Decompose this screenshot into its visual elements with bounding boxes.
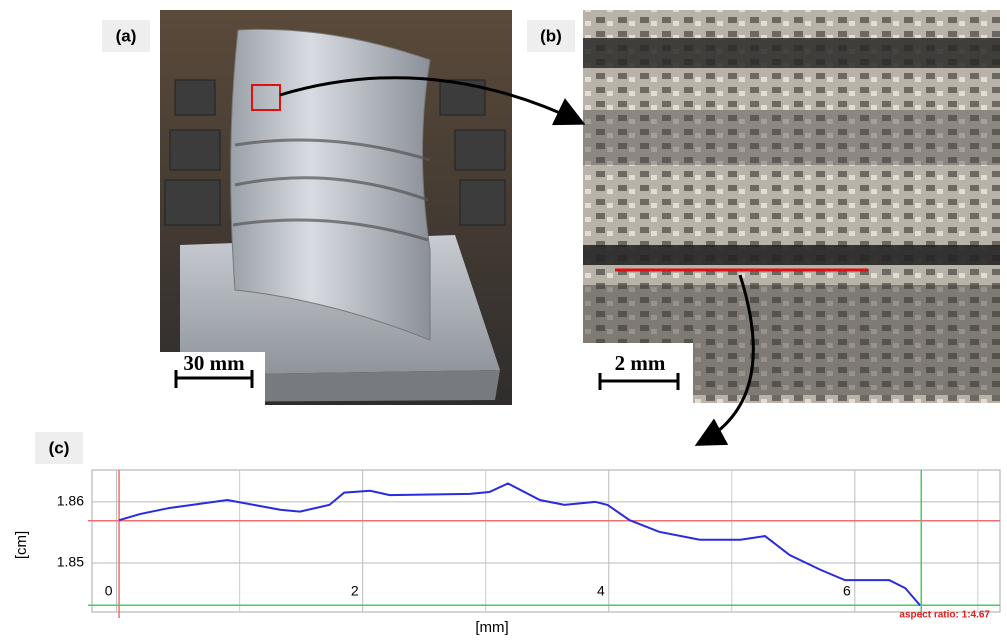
x-tick-label: 4: [597, 583, 605, 599]
label-box: [102, 20, 150, 52]
annotation: aspect ratio: 1:4.67: [899, 610, 990, 621]
label-box: [527, 20, 575, 52]
scale-label: 30 mm: [183, 351, 245, 375]
plot-area: [91, 469, 1001, 613]
profile-line: [118, 482, 921, 606]
profile-chart: 0 2 4 6 1.85 1.86 [mm] [cm] aspect ratio: 1:4.67: [13, 469, 1001, 636]
scale-label: 2 mm: [615, 351, 666, 375]
panel-label: (c): [49, 438, 70, 457]
arrow: [279, 76, 586, 126]
y-tick-label: 1.86: [57, 493, 84, 509]
y-tick-label: 1.85: [57, 554, 84, 570]
y-axis-label: [cm]: [13, 531, 30, 559]
arrow: [694, 274, 755, 446]
panel-label: (b): [540, 26, 562, 45]
photo-a: [160, 10, 512, 405]
label-box: [35, 432, 83, 464]
photo-b: [583, 10, 1000, 403]
panel-label: (a): [116, 26, 137, 45]
x-tick-label: 2: [351, 583, 359, 599]
x-tick-label: 6: [843, 583, 851, 599]
x-tick-label: 0: [105, 583, 113, 599]
x-axis-label: [mm]: [475, 619, 508, 636]
